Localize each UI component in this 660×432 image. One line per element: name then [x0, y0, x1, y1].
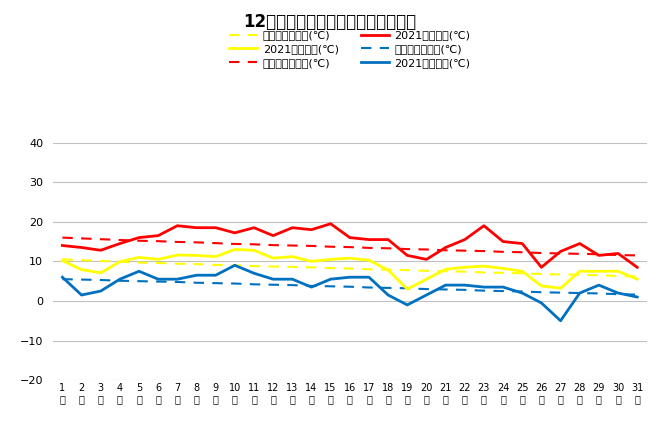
Legend: 平均気温平年値(℃), 2021平均気温(℃), 最高気温平年値(℃), 2021最高気温(℃), 最低気温平年値(℃), 2021最低気温(℃): 平均気温平年値(℃), 2021平均気温(℃), 最高気温平年値(℃), 202… [227, 28, 473, 70]
Text: 12月最高・最低・平均気温（日別）: 12月最高・最低・平均気温（日別） [244, 13, 416, 31]
